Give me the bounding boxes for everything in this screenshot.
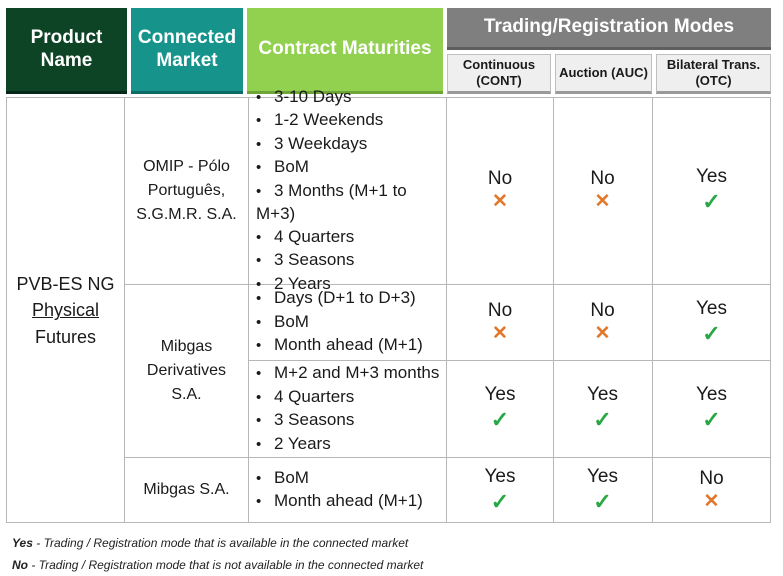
market-mibgas-derivatives: Mibgas Derivatives S.A.	[125, 285, 248, 457]
market-mibgas-label: Mibgas S.A.	[143, 481, 230, 498]
checkmark-icon: ✓	[593, 488, 612, 514]
maturities-row-2: Days (D+1 to D+3) BoM Month ahead (M+1)	[248, 285, 446, 360]
mode-value: Yes	[484, 383, 516, 405]
header-product-name: Product Name	[6, 8, 127, 94]
maturity-item: 3 Weekdays	[256, 133, 446, 157]
maturity-item: Days (D+1 to D+3)	[256, 287, 423, 311]
maturities-row-1: 3-10 Days 1-2 Weekends 3 Weekdays BoM 3 …	[248, 87, 446, 293]
mode-cont-row-4: Yes ✓	[447, 460, 553, 520]
row-divider	[124, 284, 771, 285]
footnote-no-label: No	[12, 558, 28, 572]
maturity-item: 4 Quarters	[256, 386, 439, 410]
table-border-bottom	[6, 522, 771, 523]
maturity-item: Month ahead (M+1)	[256, 334, 423, 358]
mode-value: Yes	[587, 465, 618, 487]
footnote-yes-label: Yes	[12, 536, 33, 550]
maturity-item: BoM	[256, 156, 446, 180]
product-cell: PVB-ES NG Physical Futures	[6, 98, 125, 523]
header-auction: Auction (AUC)	[555, 54, 652, 94]
footnote-no-text: - Trading / Registration mode that is no…	[28, 558, 424, 572]
mode-auc-row-3: Yes ✓	[553, 378, 652, 438]
cross-icon: ✕	[703, 490, 720, 512]
market-mibgas: Mibgas S.A.	[125, 458, 248, 522]
mode-cont-row-1: No ✕	[447, 160, 553, 220]
mode-auc-row-2: No ✕	[553, 292, 652, 352]
header-connected-market: Connected Market	[131, 8, 243, 94]
maturities-row-3: M+2 and M+3 months 4 Quarters 3 Seasons …	[248, 361, 446, 457]
header-contract-maturities: Contract Maturities	[247, 8, 443, 94]
row-divider	[248, 360, 771, 361]
mode-value: Yes	[696, 165, 727, 187]
column-divider	[652, 97, 653, 523]
mode-value: Yes	[484, 465, 516, 487]
maturity-item: 3 Seasons	[256, 409, 439, 433]
mode-otc-row-4: No ✕	[652, 460, 771, 520]
row-divider	[124, 457, 771, 458]
mode-cont-row-2: No ✕	[447, 292, 553, 352]
maturity-item: 2 Years	[256, 433, 439, 457]
footnote-yes: Yes - Trading / Registration mode that i…	[12, 536, 408, 550]
column-divider	[248, 97, 249, 523]
checkmark-icon: ✓	[490, 488, 510, 514]
column-divider	[124, 97, 125, 523]
mode-auc-row-4: Yes ✓	[553, 460, 652, 520]
mode-auc-row-1: No ✕	[553, 160, 652, 220]
maturities-row-4: BoM Month ahead (M+1)	[248, 458, 446, 522]
mode-otc-row-1: Yes ✓	[652, 160, 771, 220]
maturity-item: 3-10 Days	[256, 86, 446, 110]
cross-icon: ✕	[492, 322, 508, 344]
market-omip: OMIP - Pólo Português, S.G.M.R. S.A.	[125, 98, 248, 284]
maturity-item: 3 Months (M+1 to M+3)	[256, 180, 446, 226]
market-mibgas-derivatives-label: Mibgas Derivatives S.A.	[146, 338, 227, 403]
column-divider	[446, 97, 447, 523]
mode-cont-row-3: Yes ✓	[447, 378, 553, 438]
table-border-right	[770, 97, 771, 523]
cross-icon: ✕	[594, 190, 611, 212]
maturity-item: BoM	[256, 311, 423, 335]
mode-value: Yes	[696, 297, 727, 319]
cross-icon: ✕	[492, 190, 508, 212]
footnote-no: No - Trading / Registration mode that is…	[12, 558, 423, 572]
checkmark-icon: ✓	[702, 406, 721, 432]
checkmark-icon: ✓	[593, 406, 612, 432]
mode-value: No	[590, 299, 615, 321]
maturity-item: M+2 and M+3 months	[256, 362, 439, 386]
header-continuous: Continuous (CONT)	[447, 54, 551, 94]
mode-value: No	[487, 167, 513, 189]
mode-value: No	[590, 167, 615, 189]
mode-otc-row-3: Yes ✓	[652, 378, 771, 438]
cross-icon: ✕	[594, 322, 611, 344]
column-divider	[553, 97, 554, 523]
maturity-item: 1-2 Weekends	[256, 109, 446, 133]
market-omip-label: OMIP - Pólo Português, S.G.M.R. S.A.	[136, 158, 237, 223]
product-line1: PVB-ES NG	[16, 274, 115, 295]
header-bilateral: Bilateral Trans. (OTC)	[656, 54, 771, 94]
mode-otc-row-2: Yes ✓	[652, 292, 771, 352]
checkmark-icon: ✓	[490, 406, 510, 432]
footnote-yes-text: - Trading / Registration mode that is av…	[32, 536, 409, 550]
header-trading-modes: Trading/Registration Modes	[447, 8, 771, 50]
maturity-item: 4 Quarters	[256, 226, 446, 250]
mode-value: Yes	[587, 383, 618, 405]
product-line2: Physical	[31, 300, 100, 321]
product-line3: Futures	[34, 326, 97, 347]
mode-value: No	[699, 467, 724, 489]
mode-value: Yes	[696, 383, 727, 405]
mode-value: No	[487, 299, 513, 321]
table-border-left	[6, 97, 7, 523]
checkmark-icon: ✓	[702, 320, 721, 346]
maturity-item: 3 Seasons	[256, 249, 446, 273]
checkmark-icon: ✓	[702, 188, 721, 214]
maturity-item: Month ahead (M+1)	[256, 490, 423, 514]
maturity-item: BoM	[256, 467, 423, 491]
